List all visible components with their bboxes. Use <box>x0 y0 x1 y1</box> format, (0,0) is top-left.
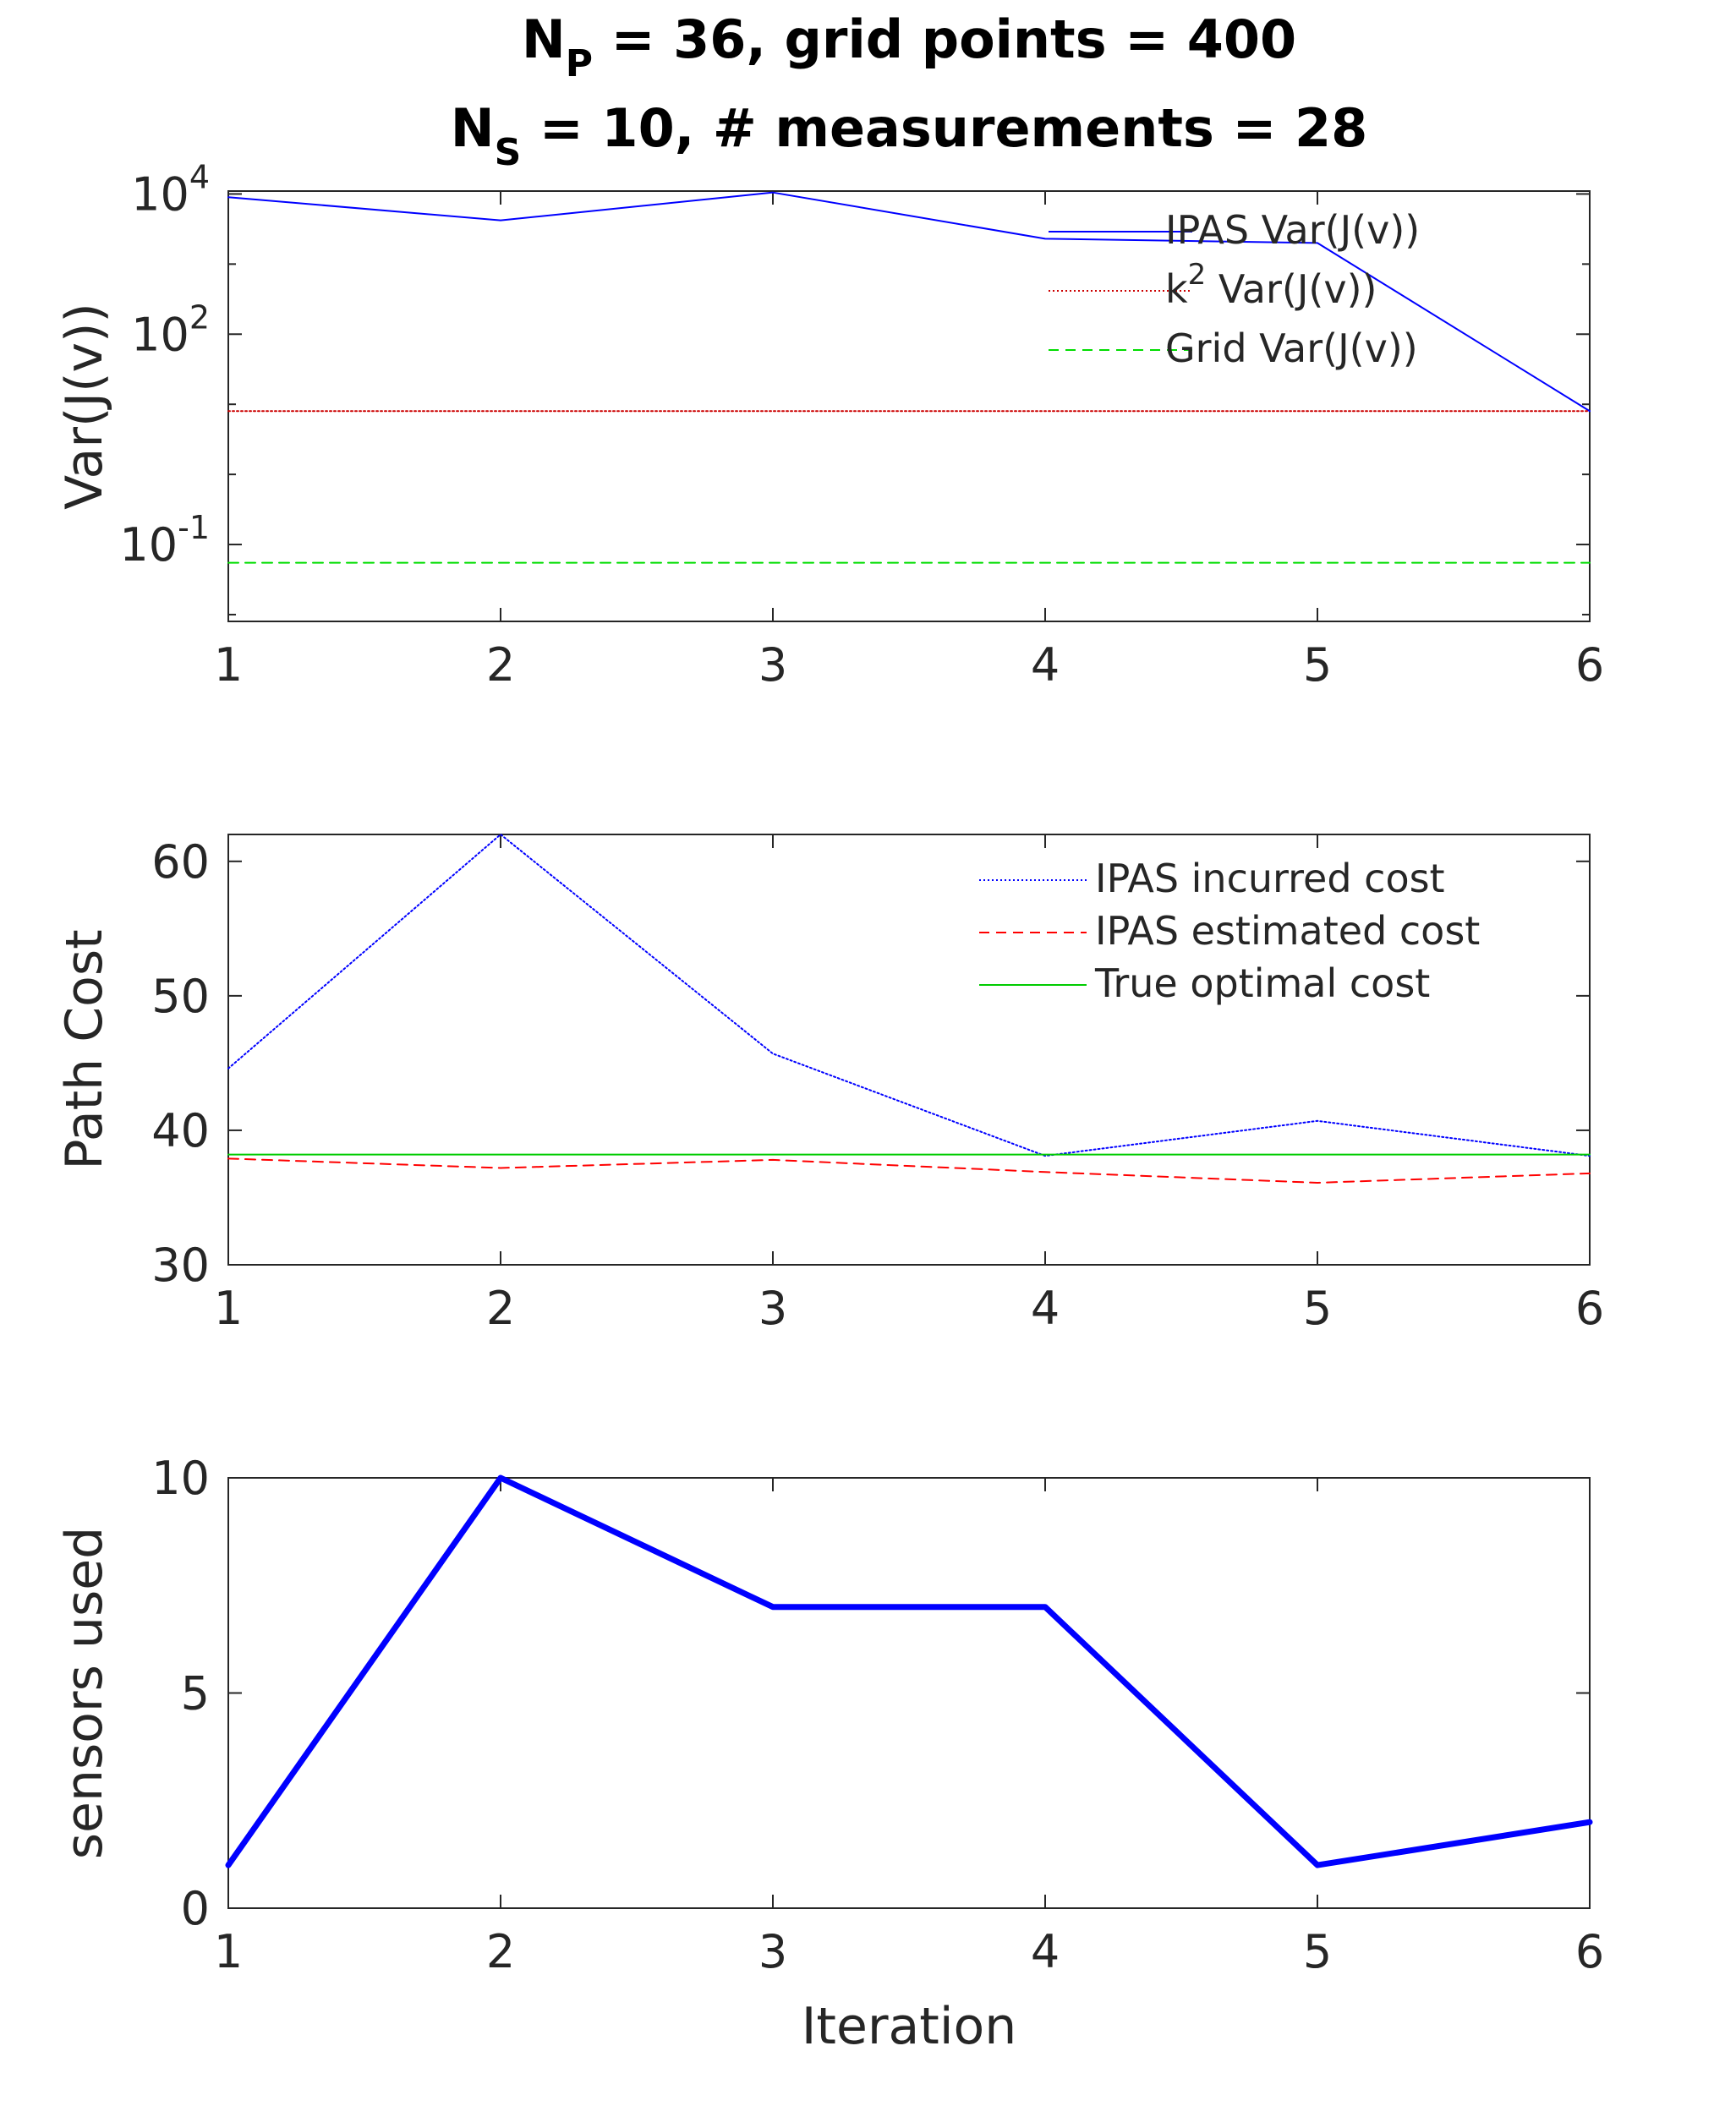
legend-label-1: IPAS incurred cost <box>1095 856 1445 901</box>
legend-label-3: Grid Var(J(v)) <box>1165 325 1418 371</box>
x-tick-label: 5 <box>1303 1925 1332 1978</box>
x-tick-label: 5 <box>1303 1282 1332 1335</box>
figure-title-line-2: NS = 10, # measurements = 28 <box>451 97 1368 174</box>
series-line-1 <box>227 834 1591 1157</box>
legend-label-2: IPAS estimated cost <box>1095 908 1480 954</box>
y-axis-label: Path Cost <box>55 929 114 1169</box>
x-tick-label: 2 <box>486 1925 515 1978</box>
y-axis-label: Var(J(v)) <box>55 303 114 510</box>
x-tick-label: 6 <box>1575 638 1604 692</box>
y-tick-label: 10 <box>151 1452 210 1505</box>
x-axis-label: Iteration <box>802 1997 1017 2056</box>
series-line-1 <box>227 191 1591 413</box>
axes-frame <box>227 190 1591 622</box>
y-tick-label: 30 <box>151 1239 210 1292</box>
x-tick-label: 4 <box>1031 1925 1060 1978</box>
x-tick-label: 2 <box>486 638 515 692</box>
x-tick-label: 6 <box>1575 1282 1604 1335</box>
x-tick-label: 3 <box>758 638 787 692</box>
legend-label-2: k2 Var(J(v)) <box>1165 258 1377 312</box>
y-tick-label: 40 <box>151 1104 210 1157</box>
y-tick-label: 50 <box>151 970 210 1023</box>
series-line-2 <box>227 1157 1591 1184</box>
x-tick-label: 4 <box>1031 638 1060 692</box>
y-axis-label: sensors used <box>55 1527 114 1859</box>
x-tick-label: 1 <box>214 1282 243 1335</box>
x-tick-label: 4 <box>1031 1282 1060 1335</box>
series-line-1 <box>225 1474 1593 1868</box>
sensors-used-subplot: 1 2 3 4 5 6 0 5 10 sensors used Iteration <box>55 1452 1604 2056</box>
legend-label-3: True optimal cost <box>1094 960 1430 1006</box>
x-tick-label: 2 <box>486 1282 515 1335</box>
y-tick-label: 10-1 <box>119 509 210 572</box>
path-cost-subplot: 1 2 3 4 5 6 30 40 50 60 Path Cost IPAS incurred cos… <box>55 834 1604 1335</box>
x-tick-label: 1 <box>214 1925 243 1978</box>
variance-subplot: 1 2 3 4 5 6 10-1 102 104 Var(J(v)) IPAS Var(J(v)) k… <box>55 158 1604 692</box>
figure-title-line-1: NP = 36, grid points = 400 <box>522 8 1296 85</box>
y-tick-label: 5 <box>181 1667 210 1720</box>
axes-frame <box>227 1477 1591 1909</box>
x-tick-label: 3 <box>758 1282 787 1335</box>
x-tick-label: 6 <box>1575 1925 1604 1978</box>
axes-frame <box>227 834 1591 1266</box>
x-tick-label: 3 <box>758 1925 787 1978</box>
x-tick-label: 1 <box>214 638 243 692</box>
legend-label-1: IPAS Var(J(v)) <box>1165 207 1420 253</box>
y-tick-label: 60 <box>151 835 210 889</box>
y-tick-label: 102 <box>131 298 210 361</box>
x-tick-label: 5 <box>1303 638 1332 692</box>
y-tick-label: 104 <box>131 158 210 221</box>
y-tick-label: 0 <box>181 1882 210 1935</box>
